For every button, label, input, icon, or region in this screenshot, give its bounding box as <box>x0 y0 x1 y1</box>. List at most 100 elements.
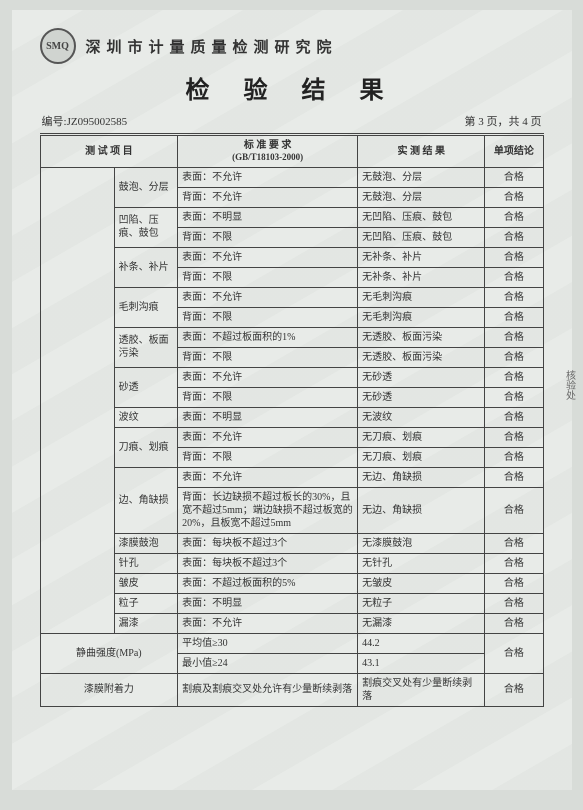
header-standard: 标 准 要 求 (GB/T18103-2000) <box>178 135 358 168</box>
page-number: 第 3 页，共 4 页 <box>465 113 542 129</box>
standard-cell: 背面：不限 <box>178 447 358 467</box>
conclusion-cell: 合格 <box>485 593 543 613</box>
header-item: 测 试 项 目 <box>40 135 178 168</box>
result-cell: 无波纹 <box>358 407 485 427</box>
strength-avg-label: 平均值≥30 <box>178 633 358 653</box>
side-stamp: 核验处 <box>562 370 577 400</box>
result-cell: 无透胶、板面污染 <box>358 347 485 367</box>
result-cell: 无刀痕、划痕 <box>358 447 485 467</box>
standard-cell: 背面：不限 <box>178 387 358 407</box>
standard-cell: 表面：不超过板面积的5% <box>178 573 358 593</box>
result-cell: 无漆膜鼓泡 <box>358 533 485 553</box>
report-number: 编号:JZ095002585 <box>42 113 128 129</box>
defect-name: 皱皮 <box>114 573 178 593</box>
table-row: 毛刺沟痕表面：不允许无毛刺沟痕合格 <box>40 287 543 307</box>
defect-name: 边、角缺损 <box>114 467 178 533</box>
conclusion-cell: 合格 <box>485 387 543 407</box>
table-row: 凹陷、压痕、鼓包表面：不明显无凹陷、压痕、鼓包合格 <box>40 207 543 227</box>
header-conclusion: 单项结论 <box>485 135 543 168</box>
result-cell: 无皱皮 <box>358 573 485 593</box>
standard-cell: 表面：不允许 <box>178 247 358 267</box>
table-row: 漆膜附着力割痕及割痕交叉处允许有少量断续剥落割痕交叉处有少量断续剥落合格 <box>40 673 543 706</box>
standard-cell: 表面：不允许 <box>178 613 358 633</box>
table-row: 漆膜鼓泡表面：每块板不超过3个无漆膜鼓泡合格 <box>40 533 543 553</box>
conclusion-cell: 合格 <box>485 613 543 633</box>
results-table: 测 试 项 目 标 准 要 求 (GB/T18103-2000) 实 测 结 果… <box>40 133 544 707</box>
defect-name: 凹陷、压痕、鼓包 <box>114 207 178 247</box>
conclusion-cell: 合格 <box>485 207 543 227</box>
conclusion-cell: 合格 <box>485 553 543 573</box>
defect-name: 刀痕、划痕 <box>114 427 178 467</box>
result-cell: 无砂透 <box>358 387 485 407</box>
organization-name: 深圳市计量质量检测研究院 <box>86 36 338 57</box>
table-row: 砂透表面：不允许无砂透合格 <box>40 367 543 387</box>
table-row: 边、角缺损表面：不允许无边、角缺损合格 <box>40 467 543 487</box>
result-cell: 无边、角缺损 <box>358 487 485 533</box>
adhesion-res: 割痕交叉处有少量断续剥落 <box>358 673 485 706</box>
standard-cell: 表面：不超过板面积的1% <box>178 327 358 347</box>
table-row: 鼓泡、分层表面：不允许无鼓泡、分层合格 <box>40 167 543 187</box>
standard-cell: 背面：不限 <box>178 347 358 367</box>
strength-item: 静曲强度(MPa) <box>40 633 178 673</box>
result-cell: 无毛刺沟痕 <box>358 287 485 307</box>
report-page: SMQ 深圳市计量质量检测研究院 检 验 结 果 编号:JZ095002585 … <box>12 10 572 790</box>
conclusion-cell: 合格 <box>485 447 543 467</box>
standard-cell: 表面：不允许 <box>178 427 358 447</box>
header-result: 实 测 结 果 <box>358 135 485 168</box>
standard-cell: 背面：长边缺损不超过板长的30%，且宽不超过5mm；端边缺损不超过板宽的20%，… <box>178 487 358 533</box>
standard-cell: 背面：不允许 <box>178 187 358 207</box>
item-cell-blank <box>40 167 114 633</box>
conclusion-cell: 合格 <box>485 287 543 307</box>
standard-cell: 表面：不允许 <box>178 287 358 307</box>
result-cell: 无刀痕、划痕 <box>358 427 485 447</box>
result-cell: 无针孔 <box>358 553 485 573</box>
result-cell: 无粒子 <box>358 593 485 613</box>
table-row: 静曲强度(MPa)平均值≥3044.2合格 <box>40 633 543 653</box>
conclusion-cell: 合格 <box>485 407 543 427</box>
result-cell: 无边、角缺损 <box>358 467 485 487</box>
smq-logo: SMQ <box>40 28 76 64</box>
conclusion-cell: 合格 <box>485 573 543 593</box>
standard-cell: 表面：不明显 <box>178 593 358 613</box>
standard-cell: 表面：每块板不超过3个 <box>178 533 358 553</box>
result-cell: 无补条、补片 <box>358 247 485 267</box>
standard-cell: 背面：不限 <box>178 267 358 287</box>
table-row: 皱皮表面：不超过板面积的5%无皱皮合格 <box>40 573 543 593</box>
standard-cell: 表面：不允许 <box>178 367 358 387</box>
standard-cell: 表面：不允许 <box>178 467 358 487</box>
meta-row: 编号:JZ095002585 第 3 页，共 4 页 <box>40 113 544 129</box>
table-row: 波纹表面：不明显无波纹合格 <box>40 407 543 427</box>
table-row: 补条、补片表面：不允许无补条、补片合格 <box>40 247 543 267</box>
defect-name: 补条、补片 <box>114 247 178 287</box>
defect-name: 鼓泡、分层 <box>114 167 178 207</box>
header-row: SMQ 深圳市计量质量检测研究院 <box>40 28 544 64</box>
result-cell: 无透胶、板面污染 <box>358 327 485 347</box>
result-cell: 无鼓泡、分层 <box>358 187 485 207</box>
standard-cell: 表面：不明显 <box>178 407 358 427</box>
standard-cell: 表面：每块板不超过3个 <box>178 553 358 573</box>
conclusion-cell: 合格 <box>485 187 543 207</box>
defect-name: 漆膜鼓泡 <box>114 533 178 553</box>
standard-cell: 背面：不限 <box>178 227 358 247</box>
defect-name: 针孔 <box>114 553 178 573</box>
table-row: 漏漆表面：不允许无漏漆合格 <box>40 613 543 633</box>
defect-name: 毛刺沟痕 <box>114 287 178 327</box>
table-row: 刀痕、划痕表面：不允许无刀痕、划痕合格 <box>40 427 543 447</box>
conclusion-cell: 合格 <box>485 467 543 487</box>
adhesion-std: 割痕及割痕交叉处允许有少量断续剥落 <box>178 673 358 706</box>
report-title: 检 验 结 果 <box>40 70 544 105</box>
result-cell: 无凹陷、压痕、鼓包 <box>358 227 485 247</box>
table-row: 粒子表面：不明显无粒子合格 <box>40 593 543 613</box>
table-header-row: 测 试 项 目 标 准 要 求 (GB/T18103-2000) 实 测 结 果… <box>40 135 543 168</box>
strength-conc: 合格 <box>485 633 543 673</box>
defect-name: 粒子 <box>114 593 178 613</box>
defect-name: 波纹 <box>114 407 178 427</box>
adhesion-conc: 合格 <box>485 673 543 706</box>
standard-cell: 表面：不允许 <box>178 167 358 187</box>
defect-name: 透胶、板面污染 <box>114 327 178 367</box>
conclusion-cell: 合格 <box>485 347 543 367</box>
conclusion-cell: 合格 <box>485 167 543 187</box>
table-row: 透胶、板面污染表面：不超过板面积的1%无透胶、板面污染合格 <box>40 327 543 347</box>
adhesion-item: 漆膜附着力 <box>40 673 178 706</box>
standard-cell: 背面：不限 <box>178 307 358 327</box>
